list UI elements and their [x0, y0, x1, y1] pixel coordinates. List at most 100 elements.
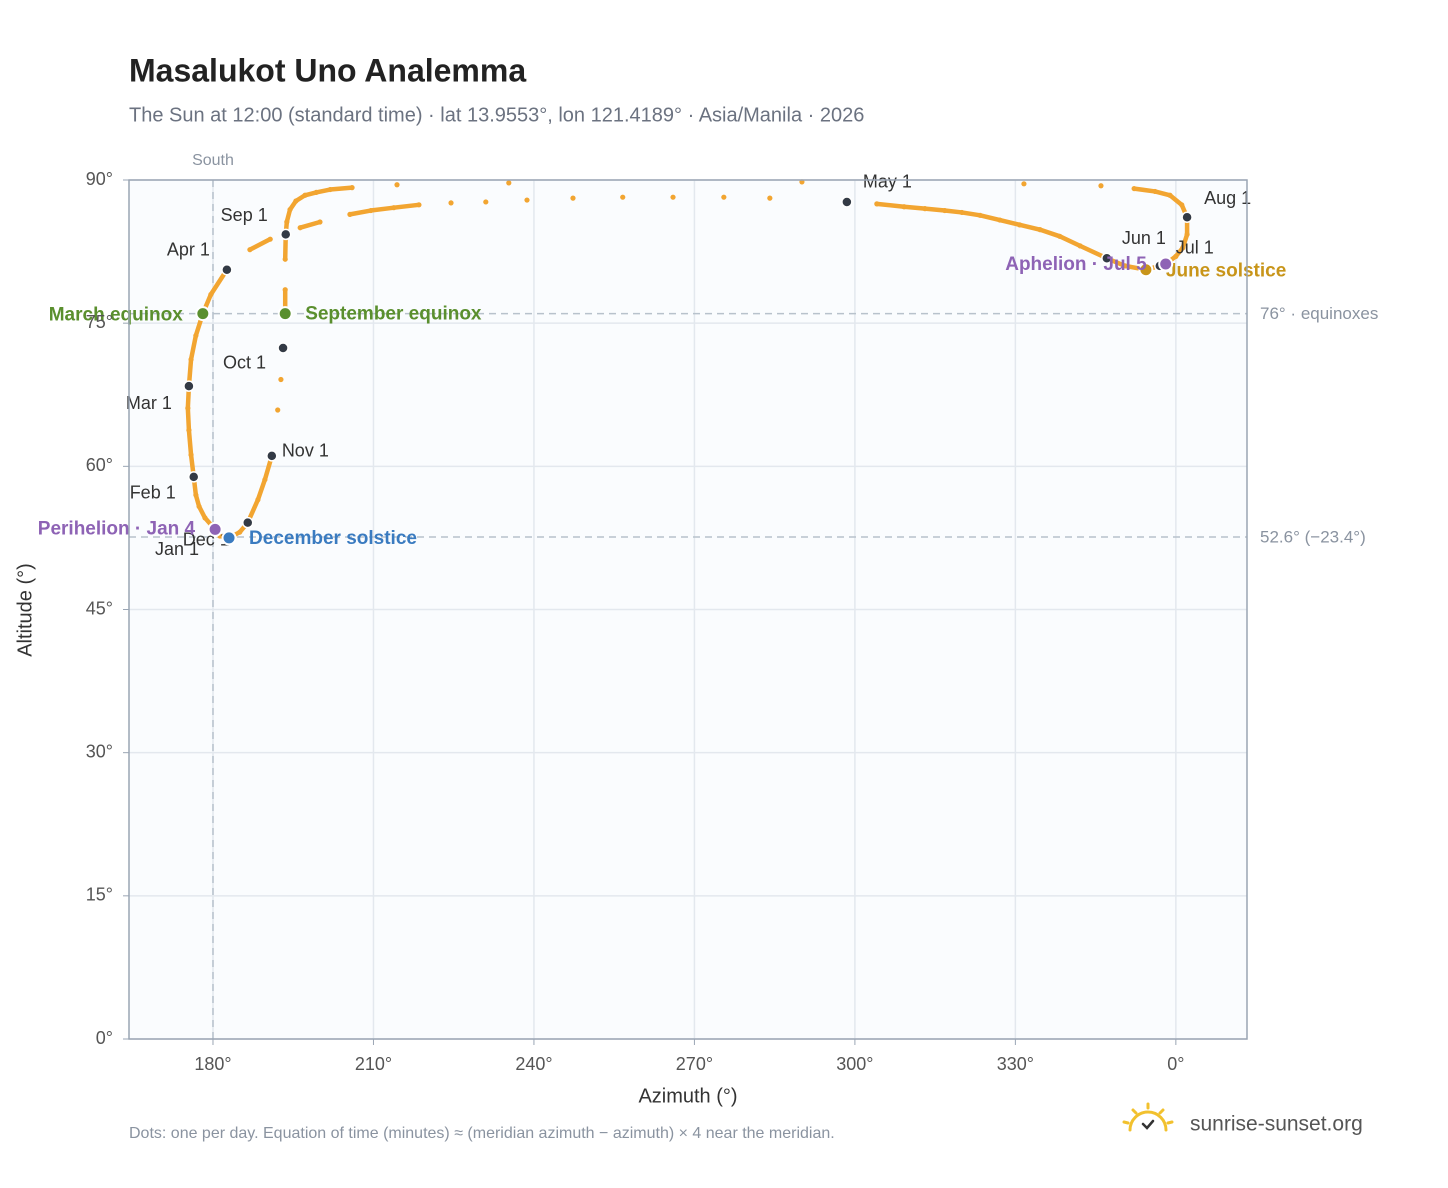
day-dot [1131, 185, 1137, 192]
curve-segment [997, 217, 1022, 228]
event-dot [277, 306, 293, 322]
day-dot [247, 247, 253, 253]
day-dot [262, 477, 268, 483]
month-dot [183, 380, 195, 392]
day-dot [1017, 222, 1023, 228]
event-dot [221, 530, 237, 546]
day-dot [267, 236, 273, 242]
month-label: Mar 1 [126, 393, 172, 413]
y-tick-label: 30° [86, 741, 113, 761]
month-label: May 1 [863, 172, 912, 192]
day-dot [188, 452, 194, 458]
day-dot [1098, 183, 1104, 189]
day-dot [942, 207, 948, 214]
x-axis-label: Azimuth (°) [638, 1085, 737, 1107]
curve-segment [942, 208, 965, 215]
day-dot [293, 198, 299, 204]
x-tick-label: 300° [836, 1054, 873, 1074]
day-dot [483, 199, 489, 205]
reference-label: 76° · equinoxes [1260, 304, 1378, 323]
day-dot [347, 211, 353, 217]
curve-segment [186, 427, 194, 458]
event-label: March equinox [49, 305, 184, 326]
day-dot [313, 189, 319, 196]
day-dot [193, 332, 199, 339]
x-tick-label: 240° [515, 1054, 552, 1074]
y-tick-label: 90° [86, 169, 113, 189]
day-dot [188, 356, 194, 363]
event-label: June solstice [1166, 261, 1286, 282]
month-dot [221, 263, 233, 276]
curve-segment [1017, 222, 1043, 232]
curve-segment [185, 405, 192, 433]
day-dot [1179, 202, 1185, 208]
day-dot [196, 503, 202, 510]
day-dot [874, 201, 880, 207]
curve-segment [368, 205, 397, 213]
month-label: Jun 1 [1122, 228, 1166, 248]
curve-segment [901, 204, 928, 211]
day-dot [1173, 253, 1179, 259]
day-dot [302, 192, 308, 198]
day-dot [255, 497, 261, 503]
day-dot [1057, 233, 1063, 239]
month-dot [242, 516, 254, 529]
curve-segment [959, 210, 983, 218]
curve-segment [347, 208, 374, 217]
footnote: Dots: one per day. Equation of time (min… [129, 1125, 835, 1142]
event-label: Perihelion · Jan 4 [38, 518, 196, 539]
curve-segment [188, 333, 199, 362]
y-tick-label: 0° [96, 1028, 113, 1048]
day-dot [620, 194, 626, 200]
y-tick-label: 45° [86, 598, 113, 618]
y-axis-label: Altitude (°) [14, 563, 36, 657]
day-dot [506, 180, 512, 186]
chart-title: Masalukot Uno Analemma [129, 52, 526, 88]
event-label: Aphelion · Jul 5 [1005, 254, 1147, 275]
x-tick-label: 0° [1167, 1054, 1184, 1074]
y-tick-label: 60° [86, 455, 113, 475]
month-dot [1101, 252, 1113, 265]
month-dot [1181, 211, 1193, 223]
day-dot [193, 492, 199, 498]
chart-subtitle: The Sun at 12:00 (standard time) · lat 1… [129, 104, 864, 126]
month-label: Apr 1 [167, 239, 210, 259]
curve-segment [297, 219, 323, 230]
day-dot [391, 205, 397, 211]
day-dot [959, 209, 965, 216]
day-dot [287, 206, 293, 213]
event-label: September equinox [305, 304, 482, 325]
day-dot [416, 202, 422, 208]
x-tick-label: 270° [676, 1054, 713, 1074]
day-dot [1021, 181, 1027, 187]
month-label: Sep 1 [221, 205, 268, 225]
day-dot [327, 186, 333, 193]
day-dot [278, 376, 284, 383]
day-dot [1152, 188, 1158, 195]
month-dot [279, 228, 292, 241]
reference-label: 52.6° (−23.4°) [1260, 527, 1366, 546]
day-dot [721, 194, 727, 200]
month-label: Oct 1 [223, 353, 266, 373]
curve-segment [1131, 186, 1158, 194]
month-dot [277, 342, 289, 354]
day-dot [977, 212, 983, 218]
month-label: Jan 1 [155, 539, 199, 559]
day-dot [922, 206, 928, 212]
curve-segment [1057, 234, 1083, 249]
day-dot [1077, 243, 1083, 249]
curve-segment [391, 202, 422, 210]
day-dot [1180, 245, 1186, 251]
day-dot [202, 515, 208, 521]
curve-segment [247, 236, 273, 252]
reference-label: South [192, 152, 234, 169]
curve-segment [922, 206, 948, 213]
day-dot [282, 287, 288, 293]
day-dot [185, 405, 191, 411]
day-dot [317, 219, 323, 225]
day-dot [997, 217, 1003, 223]
event-dot [1158, 256, 1174, 272]
day-dot [524, 197, 530, 203]
day-dot [297, 225, 303, 231]
